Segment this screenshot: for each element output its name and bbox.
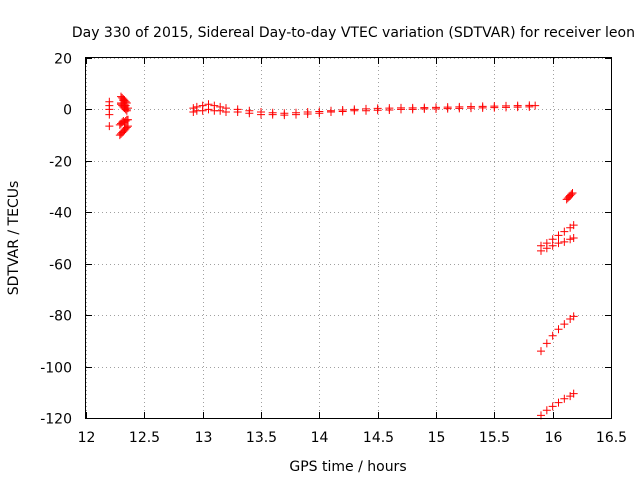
data-point xyxy=(567,190,576,199)
data-point xyxy=(531,101,540,110)
data-point xyxy=(554,239,563,248)
data-point xyxy=(502,103,510,112)
data-point xyxy=(542,339,551,348)
data-point xyxy=(119,96,128,105)
data-point xyxy=(569,221,578,230)
data-point xyxy=(189,108,198,116)
series-2 xyxy=(115,115,132,129)
data-point xyxy=(385,105,394,114)
plot-frame xyxy=(85,57,612,419)
data-point xyxy=(478,103,487,112)
data-point xyxy=(490,103,499,112)
x-tick-label: 14.5 xyxy=(363,430,394,446)
data-point xyxy=(455,104,464,113)
data-point xyxy=(432,104,440,113)
data-point xyxy=(373,106,382,115)
y-tick-label: -40 xyxy=(49,206,72,222)
data-point xyxy=(443,104,452,113)
data-point xyxy=(350,106,359,115)
data-point xyxy=(548,241,557,250)
series-1 xyxy=(117,92,132,115)
series-0 xyxy=(105,97,114,131)
series-4 xyxy=(189,100,540,118)
data-point xyxy=(105,122,114,131)
data-point xyxy=(560,237,569,246)
data-point xyxy=(548,331,557,340)
data-point xyxy=(245,109,254,118)
data-point xyxy=(362,106,370,115)
data-point xyxy=(327,108,335,116)
series-3 xyxy=(115,122,132,140)
axis-ticks: 12 12.5 13 13.5 14 14.5 15 15.5 16 16.5 20 0 -20 -40 -… xyxy=(40,52,627,447)
x-tick-label: 14 xyxy=(311,430,329,446)
y-tick-label: -60 xyxy=(49,258,72,274)
x-tick-label: 16.5 xyxy=(596,430,627,446)
x-tick-label: 12.5 xyxy=(129,430,160,446)
y-axis-label: SDTVAR / TECUs xyxy=(6,181,22,296)
x-tick-label: 13.5 xyxy=(246,430,277,446)
data-point xyxy=(122,123,131,132)
data-point xyxy=(420,104,429,113)
y-tick-label: 20 xyxy=(54,52,72,68)
data-point xyxy=(408,105,417,114)
data-point xyxy=(542,406,551,415)
x-tick-label: 15.5 xyxy=(479,430,510,446)
data-point xyxy=(105,110,114,119)
data-point xyxy=(268,110,277,119)
data-point xyxy=(222,108,230,116)
data-point xyxy=(560,227,569,236)
data-point xyxy=(280,111,289,120)
data-point xyxy=(569,389,578,398)
data-point xyxy=(233,108,242,116)
data-point xyxy=(525,102,534,111)
data-point xyxy=(554,231,563,240)
x-tick-label: 16 xyxy=(545,430,563,446)
series-6 xyxy=(562,189,577,204)
data-point xyxy=(204,105,213,114)
data-point xyxy=(124,122,132,131)
data-point xyxy=(569,312,578,321)
data-point xyxy=(537,246,545,255)
series-9 xyxy=(537,312,578,356)
x-tick-label: 12 xyxy=(78,430,96,446)
data-point xyxy=(292,110,300,119)
data-point xyxy=(315,109,324,118)
x-tick-label: 13 xyxy=(195,430,213,446)
data-point xyxy=(560,394,569,403)
y-tick-label: -120 xyxy=(40,412,72,428)
data-point xyxy=(216,106,225,115)
series-10 xyxy=(537,389,578,420)
series-7 xyxy=(537,221,578,250)
x-axis-label: GPS time / hours xyxy=(289,459,406,475)
data-point xyxy=(560,320,569,329)
data-point xyxy=(542,244,551,253)
grid xyxy=(86,58,612,419)
y-tick-label: -20 xyxy=(49,155,72,171)
data-point xyxy=(566,235,575,244)
data-point xyxy=(124,104,132,113)
data-point xyxy=(548,402,557,411)
chart-title: Day 330 of 2015, Sidereal Day-to-day VTE… xyxy=(72,25,635,41)
y-tick-label: -80 xyxy=(49,309,72,325)
data-point xyxy=(568,189,577,197)
x-tick-label: 15 xyxy=(428,430,446,446)
data-point xyxy=(467,104,475,113)
y-tick-label: 0 xyxy=(63,103,72,119)
data-point xyxy=(554,325,563,334)
data-points xyxy=(105,92,578,420)
data-point xyxy=(338,107,347,116)
data-point xyxy=(513,103,522,112)
series-5 xyxy=(189,102,534,120)
data-point xyxy=(554,398,563,407)
data-point xyxy=(303,110,312,119)
data-point xyxy=(198,106,207,115)
data-point xyxy=(257,110,265,119)
data-point xyxy=(569,234,578,242)
series-8 xyxy=(537,234,578,255)
data-point xyxy=(397,105,405,114)
data-point xyxy=(537,347,545,356)
y-tick-label: -100 xyxy=(40,361,72,377)
